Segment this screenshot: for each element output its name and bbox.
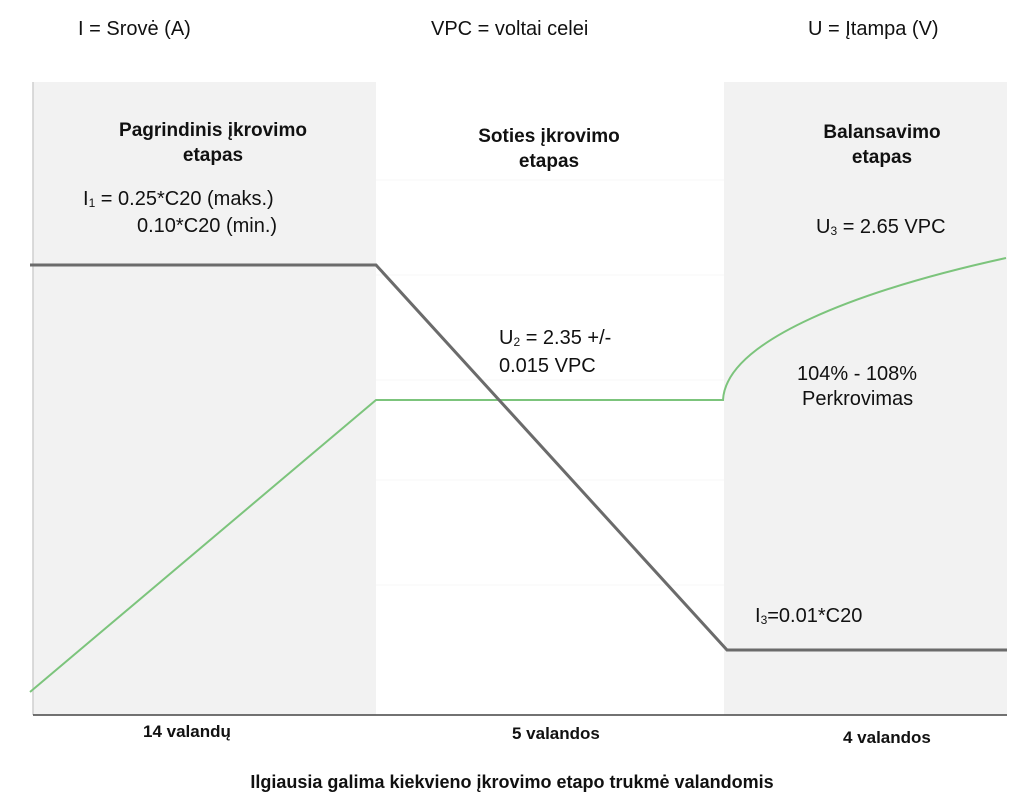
stage-3-background (724, 82, 1007, 715)
stage-2-duration: 5 valandos (512, 724, 600, 743)
caption: Ilgiausia galima kiekvieno įkrovimo etap… (250, 772, 774, 792)
voltage-curve (29, 257, 1007, 693)
overcharge-percent-label: 104% - 108% (797, 363, 918, 385)
u2-tolerance-label: 0.015 VPC (499, 355, 596, 377)
stage-3-duration: 4 valandos (843, 728, 931, 747)
u2-label: U2 = 2.35 +/- (499, 327, 612, 349)
stage-2-title: Soties įkrovimo etapas (478, 126, 620, 172)
u3-label: U3 = 2.65 VPC (816, 216, 946, 238)
overcharge-text-label: Perkrovimas (802, 388, 914, 410)
legend-current: I = Srovė (A) (78, 18, 191, 40)
stage-1-duration: 14 valandų (143, 722, 231, 741)
stage-1-background (33, 82, 376, 715)
stage-3-title: Balansavimo etapas (823, 122, 941, 168)
current-curve (30, 263, 1007, 652)
stage-1-title: Pagrindinis įkrovimo etapas (119, 120, 307, 166)
legend-voltage: U = Įtampa (V) (808, 18, 939, 40)
i1-min-label: 0.10*C20 (min.) (137, 215, 278, 237)
grid-lines (376, 179, 724, 586)
legend-vpc: VPC = voltai celei (431, 18, 589, 40)
i1-label: I1 = 0.25*C20 (maks.) (83, 188, 274, 210)
i3-label: I3=0.01*C20 (755, 605, 863, 627)
